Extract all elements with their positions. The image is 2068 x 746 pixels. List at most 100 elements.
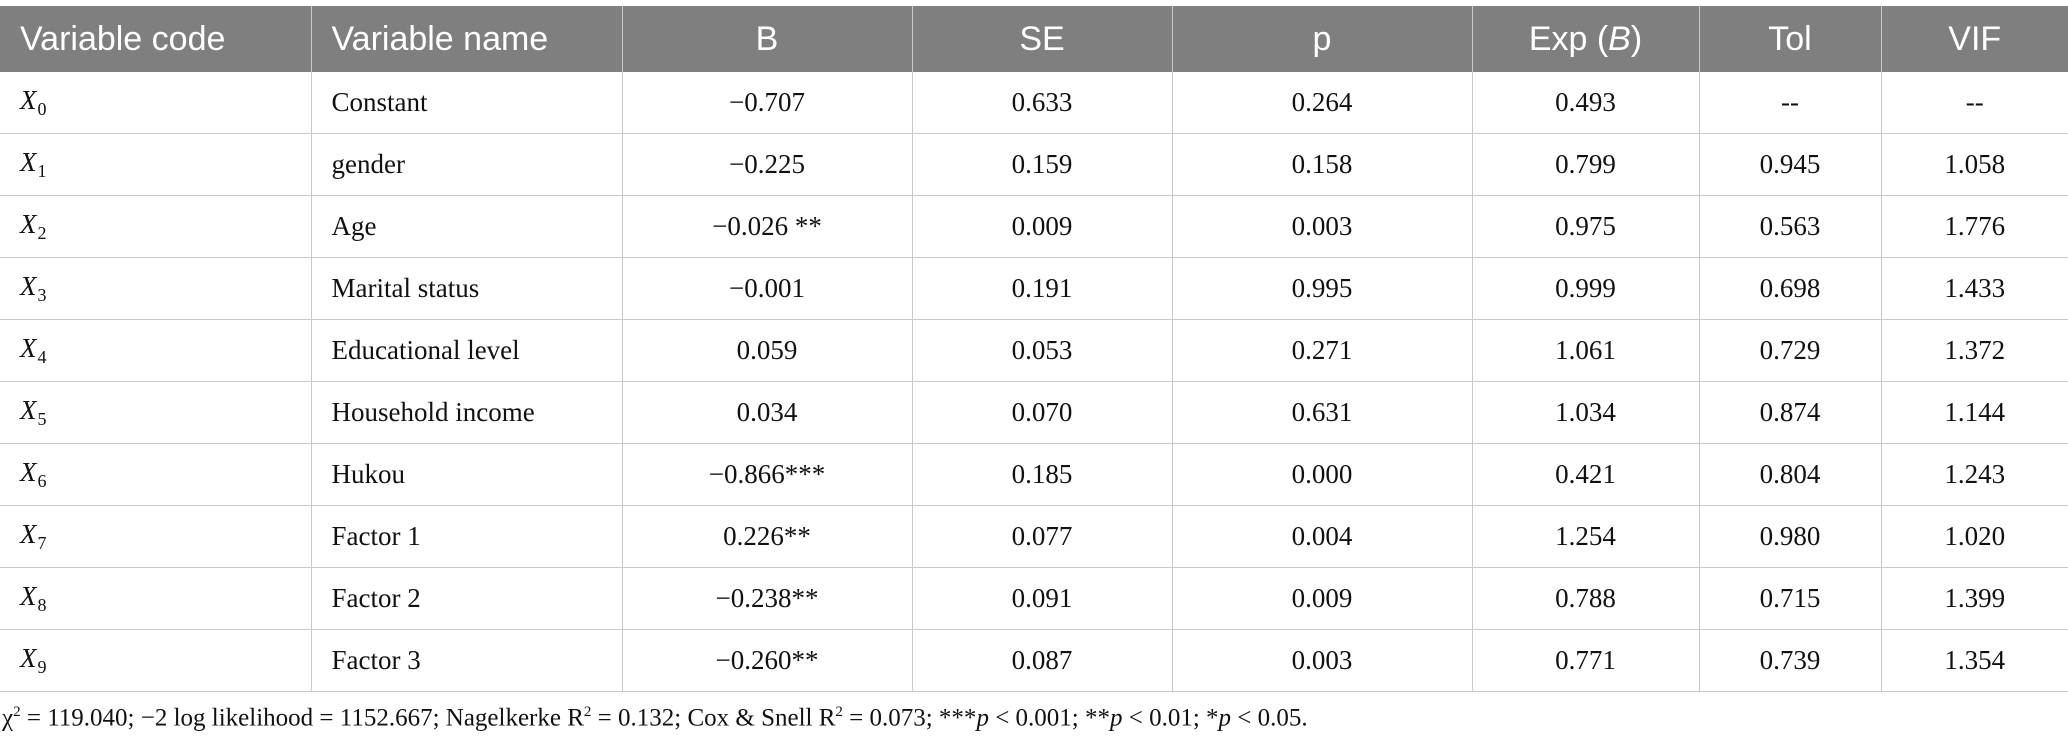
cell-tol: 0.698 bbox=[1699, 257, 1882, 320]
cell-vif: 1.372 bbox=[1881, 319, 2068, 382]
cell-vif: 1.020 bbox=[1881, 505, 2068, 568]
footnote-sup-3: 2 bbox=[835, 704, 843, 720]
cell-b: −0.260** bbox=[622, 629, 913, 692]
cell-se: 0.091 bbox=[912, 567, 1173, 630]
variable-code-subscript: 9 bbox=[37, 657, 47, 677]
cell-vif: 1.144 bbox=[1881, 381, 2068, 444]
cell-se: 0.633 bbox=[912, 72, 1173, 134]
table-row: X1 gender −0.225 0.159 0.158 0.799 0.945 1.058 bbox=[0, 133, 2068, 196]
cell-b: −0.001 bbox=[622, 257, 913, 320]
cell-tol: 0.980 bbox=[1699, 505, 1882, 568]
table-row: X7 Factor 1 0.226** 0.077 0.004 1.254 0.980 1.0… bbox=[0, 505, 2068, 568]
variable-code-symbol: X bbox=[20, 147, 37, 177]
cell-se: 0.070 bbox=[912, 381, 1173, 444]
cell-tol: 0.729 bbox=[1699, 319, 1882, 382]
cell-variable-code: X8 bbox=[0, 567, 312, 630]
regression-table-container: Variable code Variable name B SE p Exp (… bbox=[0, 6, 2068, 692]
header-exp-prefix: Exp ( bbox=[1528, 19, 1609, 58]
header-variable-code: Variable code bbox=[0, 6, 312, 72]
table-row: X3 Marital status −0.001 0.191 0.995 0.999 0.6… bbox=[0, 257, 2068, 320]
cell-exp-b: 0.421 bbox=[1472, 443, 1700, 506]
cell-vif: 1.776 bbox=[1881, 195, 2068, 258]
footnote-text-3: = 0.073; *** bbox=[842, 704, 977, 732]
cell-se: 0.185 bbox=[912, 443, 1173, 506]
cell-b: 0.226** bbox=[622, 505, 913, 568]
cell-variable-code: X9 bbox=[0, 629, 312, 692]
table-row: X2 Age −0.026 ** 0.009 0.003 0.975 0.563 1.776 bbox=[0, 195, 2068, 258]
variable-code-subscript: 0 bbox=[37, 99, 47, 119]
table-row: X5 Household income 0.034 0.070 0.631 1.034 0.… bbox=[0, 381, 2068, 444]
cell-variable-name: Constant bbox=[311, 72, 623, 134]
footnote-chi-sup: 2 bbox=[13, 704, 21, 720]
header-exp-italic: B bbox=[1608, 19, 1631, 58]
cell-variable-code: X0 bbox=[0, 72, 312, 134]
table-row: X4 Educational level 0.059 0.053 0.271 1.061 0… bbox=[0, 319, 2068, 382]
variable-code-subscript: 5 bbox=[37, 409, 47, 429]
cell-exp-b: 1.034 bbox=[1472, 381, 1700, 444]
variable-code-symbol: X bbox=[20, 395, 37, 425]
footnote-sup-2: 2 bbox=[583, 704, 592, 720]
cell-b: −0.238** bbox=[622, 567, 913, 630]
cell-variable-code: X2 bbox=[0, 195, 312, 258]
table-footnote: χ2 = 119.040; −2 log likelihood = 1152.6… bbox=[2, 704, 1308, 732]
cell-variable-name: Household income bbox=[311, 381, 623, 444]
cell-variable-name: Factor 1 bbox=[311, 505, 623, 568]
cell-p: 0.631 bbox=[1172, 381, 1473, 444]
table-row: X0 Constant −0.707 0.633 0.264 0.493 -- -- bbox=[0, 72, 2068, 134]
footnote-text-2: = 0.132; Cox & Snell R bbox=[591, 704, 836, 732]
cell-tol: 0.945 bbox=[1699, 133, 1882, 196]
cell-exp-b: 1.061 bbox=[1472, 319, 1700, 382]
cell-variable-code: X6 bbox=[0, 443, 312, 506]
cell-p: 0.004 bbox=[1172, 505, 1473, 568]
cell-exp-b: 0.493 bbox=[1472, 72, 1700, 134]
cell-variable-name: gender bbox=[311, 133, 623, 196]
cell-exp-b: 0.799 bbox=[1472, 133, 1700, 196]
cell-se: 0.053 bbox=[912, 319, 1173, 382]
header-variable-name: Variable name bbox=[311, 6, 623, 72]
variable-code-subscript: 1 bbox=[37, 161, 47, 181]
cell-variable-name: Factor 3 bbox=[311, 629, 623, 692]
header-vif: VIF bbox=[1881, 6, 2068, 72]
cell-variable-code: X5 bbox=[0, 381, 312, 444]
cell-p: 0.009 bbox=[1172, 567, 1473, 630]
cell-vif: 1.399 bbox=[1881, 567, 2068, 630]
cell-se: 0.087 bbox=[912, 629, 1173, 692]
header-row: Variable code Variable name B SE p Exp (… bbox=[0, 6, 2068, 72]
cell-se: 0.077 bbox=[912, 505, 1173, 568]
cell-p: 0.000 bbox=[1172, 443, 1473, 506]
cell-exp-b: 0.771 bbox=[1472, 629, 1700, 692]
cell-p: 0.271 bbox=[1172, 319, 1473, 382]
variable-code-symbol: X bbox=[20, 581, 37, 611]
table-row: X8 Factor 2 −0.238** 0.091 0.009 0.788 0.715 1.… bbox=[0, 567, 2068, 630]
cell-variable-name: Factor 2 bbox=[311, 567, 623, 630]
cell-p: 0.158 bbox=[1172, 133, 1473, 196]
variable-code-symbol: X bbox=[20, 519, 37, 549]
cell-vif: 1.354 bbox=[1881, 629, 2068, 692]
footnote-p-3: p bbox=[1218, 704, 1232, 732]
cell-exp-b: 1.254 bbox=[1472, 505, 1700, 568]
table-body: X0 Constant −0.707 0.633 0.264 0.493 -- -- X1 gen… bbox=[0, 72, 2068, 692]
variable-code-symbol: X bbox=[20, 209, 37, 239]
variable-code-subscript: 7 bbox=[37, 533, 47, 553]
cell-variable-code: X4 bbox=[0, 319, 312, 382]
variable-code-subscript: 4 bbox=[37, 347, 47, 367]
variable-code-symbol: X bbox=[20, 643, 37, 673]
cell-p: 0.264 bbox=[1172, 72, 1473, 134]
cell-variable-code: X7 bbox=[0, 505, 312, 568]
cell-variable-name: Hukou bbox=[311, 443, 623, 506]
footnote-text-4: < 0.001; ** bbox=[988, 704, 1110, 732]
variable-code-symbol: X bbox=[20, 333, 37, 363]
cell-tol: 0.739 bbox=[1699, 629, 1882, 692]
table-row: X9 Factor 3 −0.260** 0.087 0.003 0.771 0.739 1.… bbox=[0, 629, 2068, 692]
cell-variable-code: X1 bbox=[0, 133, 312, 196]
cell-se: 0.191 bbox=[912, 257, 1173, 320]
cell-vif: 1.243 bbox=[1881, 443, 2068, 506]
header-se: SE bbox=[912, 6, 1173, 72]
cell-b: −0.026 ** bbox=[622, 195, 913, 258]
footnote-p-1: p bbox=[976, 704, 989, 732]
cell-tol: 0.563 bbox=[1699, 195, 1882, 258]
cell-b: −0.866*** bbox=[622, 443, 913, 506]
cell-tol: 0.874 bbox=[1699, 381, 1882, 444]
cell-exp-b: 0.999 bbox=[1472, 257, 1700, 320]
variable-code-subscript: 8 bbox=[37, 595, 47, 615]
